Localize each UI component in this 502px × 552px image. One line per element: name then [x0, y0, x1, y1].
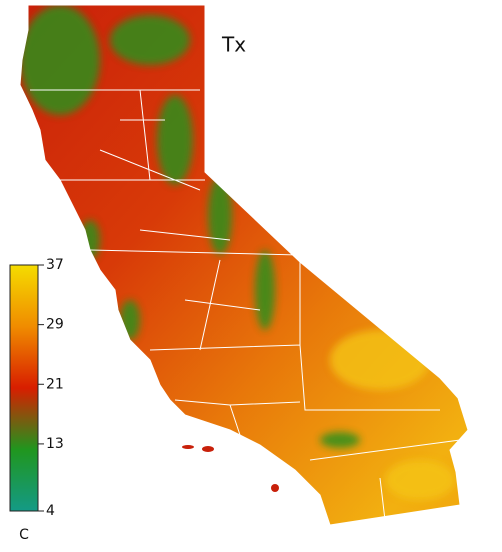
- islands: [182, 445, 279, 492]
- colorbar-unit: C: [19, 527, 29, 543]
- colorbar: [9, 264, 39, 512]
- colorbar-tick-label: 21: [46, 376, 64, 392]
- colorbar-tick-label: 4: [46, 503, 55, 519]
- colorbar-ticks: 37 29 21 13 4: [38, 257, 64, 519]
- map-title: Tx: [221, 33, 246, 57]
- colorbar-tick-label: 37: [46, 257, 64, 273]
- colorbar-tick-label: 13: [46, 436, 64, 452]
- colorbar-tick-label: 29: [46, 317, 64, 333]
